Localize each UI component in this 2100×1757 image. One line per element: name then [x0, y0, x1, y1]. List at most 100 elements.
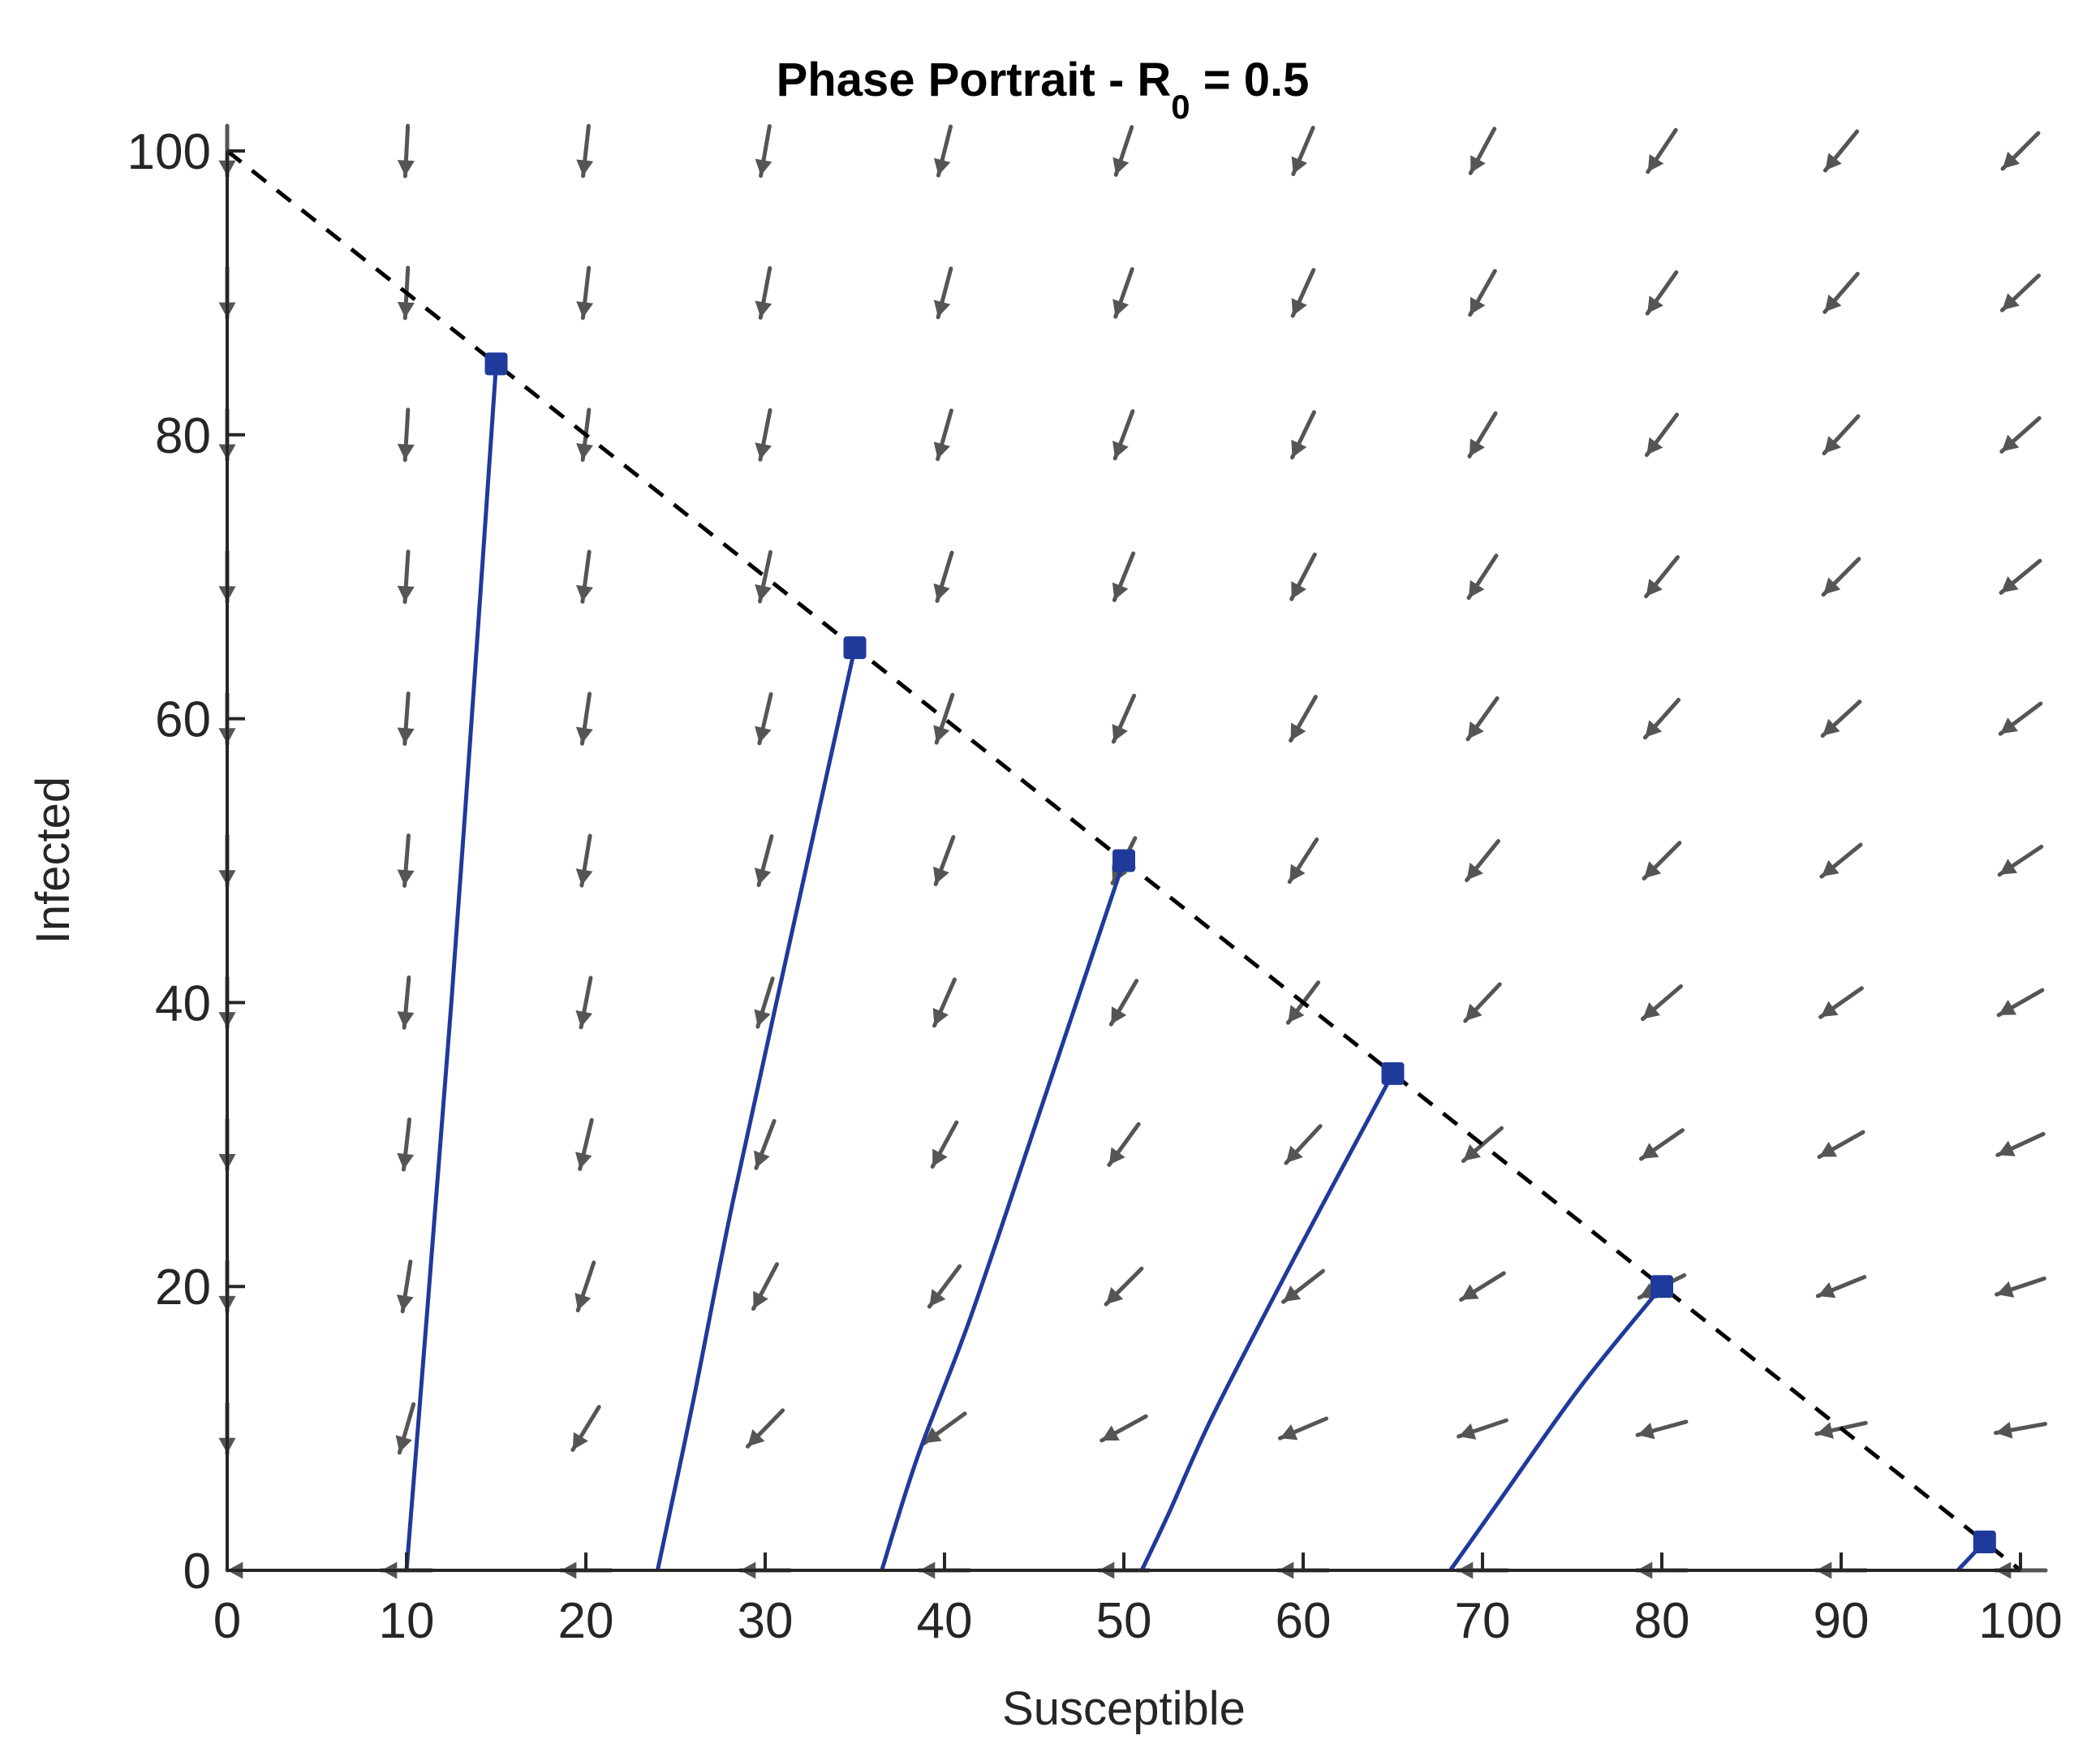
x-tick-label: 10: [379, 1593, 435, 1649]
vector-arrow: [395, 1402, 416, 1455]
arrow-head: [1818, 1281, 1836, 1298]
arrow-head: [1816, 1422, 1834, 1439]
arrow-head: [755, 584, 772, 602]
arrow-head: [1112, 582, 1129, 601]
arrow-head: [1999, 859, 2018, 875]
vector-arrow: [1821, 557, 1861, 597]
vector-arrow: [933, 266, 953, 320]
vector-arrow: [574, 1260, 596, 1313]
vector-arrow: [1820, 700, 1862, 739]
arrow-head: [576, 443, 594, 460]
trajectory-line: [1139, 1072, 1395, 1572]
vector-arrow: [1290, 268, 1316, 318]
arrow-head: [1470, 296, 1486, 315]
arrow-head: [1288, 1005, 1305, 1023]
arrow-head: [1825, 153, 1842, 170]
vector-arrow: [397, 549, 415, 605]
arrow-head: [755, 300, 772, 318]
arrow-head: [397, 301, 415, 318]
chart-title-prefix: Phase Portrait - R: [777, 54, 1172, 106]
arrow-head: [1824, 436, 1841, 454]
x-tick-label: 40: [917, 1593, 973, 1649]
x-tick-label: 0: [213, 1593, 241, 1649]
arrow-head: [574, 1292, 592, 1311]
vector-arrow: [1642, 697, 1681, 740]
vector-arrow: [1112, 125, 1134, 177]
vector-arrow: [755, 123, 772, 179]
vector-arrow: [1277, 1416, 1329, 1440]
vector-arrow: [1459, 1271, 1506, 1303]
trajectory: [1448, 1275, 1673, 1572]
trajectory-line: [655, 647, 857, 1571]
arrow-head: [1996, 1281, 2015, 1298]
arrow-head: [1461, 1284, 1479, 1300]
arrow-head: [1291, 581, 1306, 600]
chart-title-subscript: 0: [1171, 88, 1190, 126]
vector-arrow: [1644, 412, 1680, 458]
x-tick-label: 50: [1096, 1593, 1152, 1649]
arrow-head: [1645, 720, 1663, 738]
arrow-head: [2003, 151, 2020, 169]
trajectory-start-marker: [1973, 1531, 1996, 1554]
vector-arrow: [1822, 271, 1860, 314]
vector-arrow: [397, 123, 415, 179]
arrow-head: [755, 158, 772, 176]
vector-arrow: [1468, 127, 1497, 175]
vector-arrow: [1289, 552, 1317, 601]
vector-arrow: [575, 549, 593, 604]
y-tick-label: 80: [155, 408, 211, 464]
arrow-head: [397, 869, 415, 886]
vector-arrow: [1284, 1124, 1323, 1165]
vector-arrow: [1994, 1421, 2047, 1439]
x-tick-label: 100: [1978, 1593, 2062, 1649]
arrow-head: [747, 1429, 765, 1447]
arrow-head: [576, 159, 594, 176]
vector-arrow: [1635, 1419, 1689, 1440]
vector-arrow: [1287, 837, 1319, 885]
vector-arrow: [933, 408, 953, 462]
x-tick-label: 70: [1455, 1593, 1511, 1649]
arrow-head: [576, 301, 594, 318]
arrow-head: [1111, 1006, 1127, 1025]
vector-arrow: [933, 550, 954, 603]
arrow-head: [1106, 1287, 1124, 1305]
trajectories: [404, 352, 1996, 1572]
x-axis-ticks: 0 10 20 30 40 50 60 70 80 90 100: [213, 1552, 2063, 1649]
vector-arrow: [397, 975, 415, 1030]
trajectory: [404, 352, 508, 1571]
arrow-head: [397, 727, 415, 744]
arrow-head: [1469, 579, 1485, 598]
vector-arrow: [1999, 273, 2042, 312]
x-tick-label: 20: [558, 1593, 614, 1649]
arrow-head: [2001, 434, 2020, 452]
x-tick-label: 30: [738, 1593, 794, 1649]
vector-arrow: [1995, 1276, 2046, 1298]
arrow-head: [1997, 1140, 2016, 1156]
trajectory: [1956, 1531, 1996, 1572]
arrow-head: [1112, 724, 1128, 742]
vector-arrow: [933, 692, 955, 745]
vector-arrow: [1112, 267, 1134, 319]
arrow-head: [753, 1290, 768, 1309]
trajectory-start-marker: [1650, 1275, 1673, 1298]
arrow-head: [575, 726, 593, 744]
vector-arrow: [575, 833, 593, 888]
vector-arrow: [1467, 411, 1498, 459]
arrow-head: [1822, 718, 1840, 736]
arrow-head: [929, 1289, 946, 1307]
trajectory-line: [404, 364, 498, 1571]
arrow-head: [2000, 717, 2018, 734]
y-tick-label: 0: [183, 1544, 211, 1600]
y-axis-label: Infected: [27, 777, 80, 944]
arrow-head: [755, 726, 772, 743]
vector-arrow: [576, 265, 594, 321]
arrow-head: [1112, 299, 1130, 317]
vector-arrow: [575, 691, 593, 746]
vector-arrow: [930, 1120, 959, 1169]
trajectory-line: [880, 859, 1126, 1571]
arrow-head: [755, 442, 772, 460]
vector-arrow: [932, 977, 957, 1028]
arrow-head: [1821, 859, 1840, 877]
vector-arrow: [753, 1118, 777, 1170]
vector-arrow: [396, 1260, 414, 1314]
